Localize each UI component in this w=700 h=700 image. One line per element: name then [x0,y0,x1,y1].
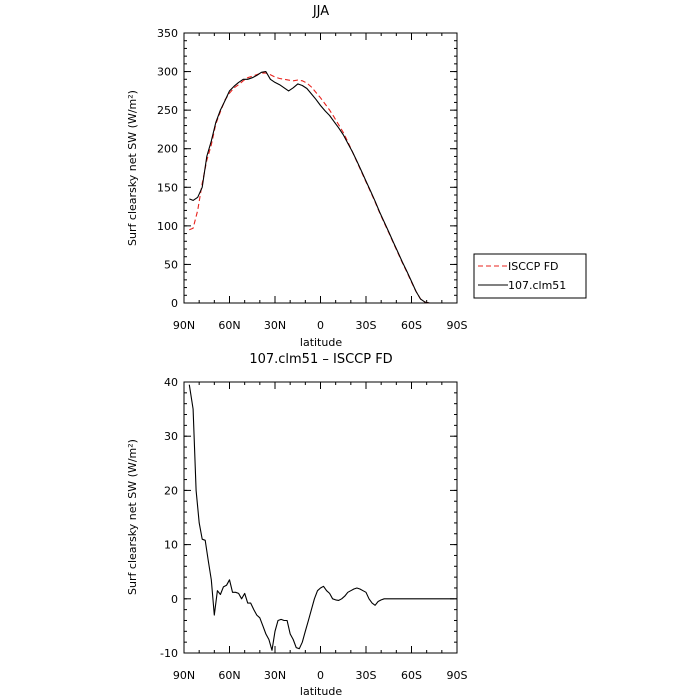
x-tick-label: 30S [356,669,377,682]
bottom-x-axis-label: latitude [300,685,342,698]
x-tick-label: 60S [401,319,422,332]
top-series-lines [189,71,439,304]
bottom-panel: 107.clm51 – ISCCP FD -10 0 10 20 30 40 90N 60N… [126,352,468,698]
y-tick-label: 350 [157,27,178,40]
y-tick-label: 0 [171,297,178,310]
series-line-difference [188,384,454,651]
x-tick-label: 60N [218,319,240,332]
x-tick-label: 30N [264,319,286,332]
y-tick-label: 150 [157,181,178,194]
top-plot-title: JJA [312,4,329,19]
x-tick-label: 90N [173,669,195,682]
bottom-plot-title: 107.clm51 – ISCCP FD [249,352,392,367]
bottom-y-axis-label: Surf clearsky net SW (W/m²) [126,439,139,595]
x-tick-label: 30S [356,319,377,332]
bottom-y-ticks: -10 0 10 20 30 40 [160,376,457,660]
y-tick-label: 30 [164,430,178,443]
legend-label-clm: 107.clm51 [508,279,566,292]
bottom-series-lines [188,384,454,651]
y-tick-label: 0 [171,593,178,606]
top-plot-frame [183,32,458,304]
y-tick-label: 300 [157,66,178,79]
y-tick-label: 100 [157,220,178,233]
series-line-107-clm51 [189,71,439,304]
x-tick-label: 60S [401,669,422,682]
x-tick-label: 30N [264,669,286,682]
top-panel: JJA 0 50 100 150 200 250 300 350 90N 60N 30N 0 30S 6… [126,4,587,349]
x-tick-label: 90S [447,669,468,682]
legend-label-isccp: ISCCP FD [508,260,559,273]
y-tick-label: 20 [164,484,178,497]
x-tick-label: 90N [173,319,195,332]
y-tick-label: 50 [164,258,178,271]
y-tick-label: 40 [164,376,178,389]
legend: ISCCP FD 107.clm51 [473,253,587,299]
y-tick-label: -10 [160,647,178,660]
series-line-isccp-fd [189,72,439,304]
y-tick-label: 250 [157,104,178,117]
x-tick-label: 60N [218,669,240,682]
top-y-ticks: 0 50 100 150 200 250 300 350 [157,27,457,310]
top-y-axis-label: Surf clearsky net SW (W/m²) [126,90,139,246]
x-tick-label: 0 [317,669,324,682]
top-x-ticks: 90N 60N 30N 0 30S 60S 90S [173,33,468,332]
x-tick-label: 90S [447,319,468,332]
bottom-plot-frame [183,381,458,654]
bottom-x-ticks: 90N 60N 30N 0 30S 60S 90S [173,382,468,682]
y-tick-label: 200 [157,143,178,156]
top-x-axis-label: latitude [300,336,342,349]
x-tick-label: 0 [317,319,324,332]
y-tick-label: 10 [164,539,178,552]
legend-box [473,253,587,299]
